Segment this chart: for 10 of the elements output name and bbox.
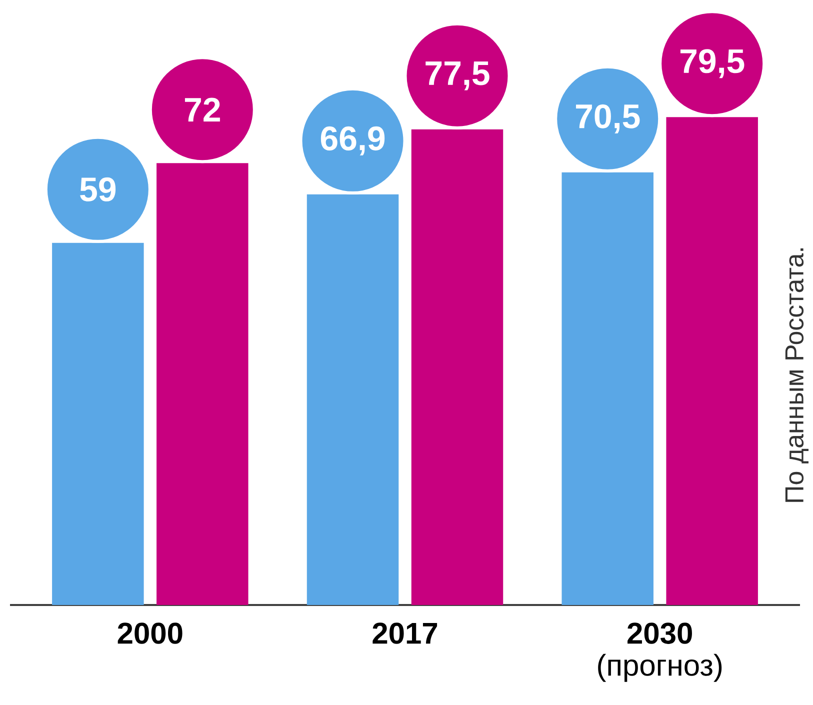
x-tick-label: 2030 (прогноз) <box>598 622 722 682</box>
data-label: 79,5 <box>680 49 744 78</box>
data-label: 70,5 <box>576 104 640 134</box>
data-label: 66,9 <box>320 126 385 156</box>
annotation: По данным Росстата. <box>785 248 808 502</box>
data-label: 77,5 <box>426 62 490 90</box>
data-label: 59 <box>80 177 116 202</box>
x-tick-label: 2000 <box>118 622 182 644</box>
data-label: 72 <box>184 98 220 122</box>
x-tick-label: 2017 <box>372 622 438 644</box>
